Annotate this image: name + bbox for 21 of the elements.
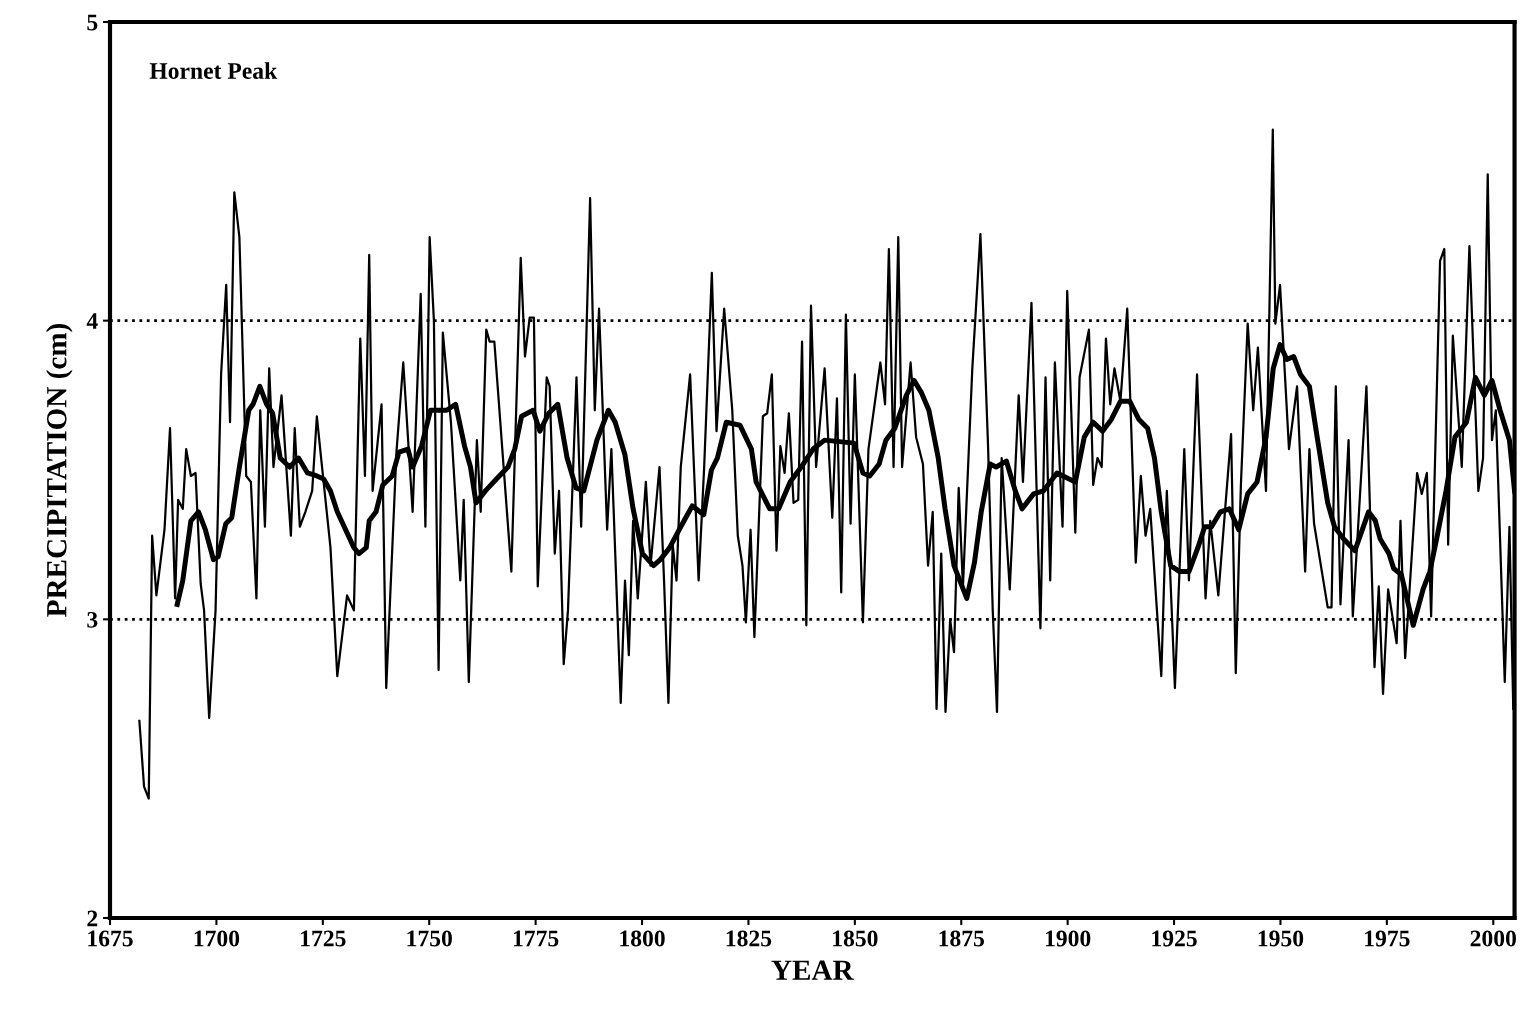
y-axis-title: PRECIPITATION (cm) xyxy=(46,323,73,617)
x-tick-label: 1825 xyxy=(726,930,772,947)
x-tick-label: 1750 xyxy=(407,930,452,947)
y-tick-label: 5 xyxy=(87,14,98,31)
x-tick-label: 1875 xyxy=(939,930,984,947)
x-tick-label: 1975 xyxy=(1365,930,1410,947)
x-tick-label: 1925 xyxy=(1152,930,1197,947)
y-tick-label: 2 xyxy=(87,910,98,927)
x-tick-label: 1850 xyxy=(833,930,878,947)
x-tick-label: 1700 xyxy=(194,930,240,947)
x-tick-label: 2000 xyxy=(1470,930,1516,947)
x-tick-label: 1900 xyxy=(1045,930,1091,947)
y-tick-label: 4 xyxy=(86,313,98,329)
x-tick-label: 1800 xyxy=(620,930,665,947)
x-tick-label: 1675 xyxy=(88,930,133,947)
x-axis-title: YEAR xyxy=(771,960,854,980)
x-tick-label: 1725 xyxy=(301,930,346,947)
y-tick-label: 3 xyxy=(87,611,98,628)
x-tick-label: 1775 xyxy=(513,930,559,947)
x-tick-label: 1950 xyxy=(1258,930,1304,947)
annotation: Hornet Peak xyxy=(149,62,278,79)
